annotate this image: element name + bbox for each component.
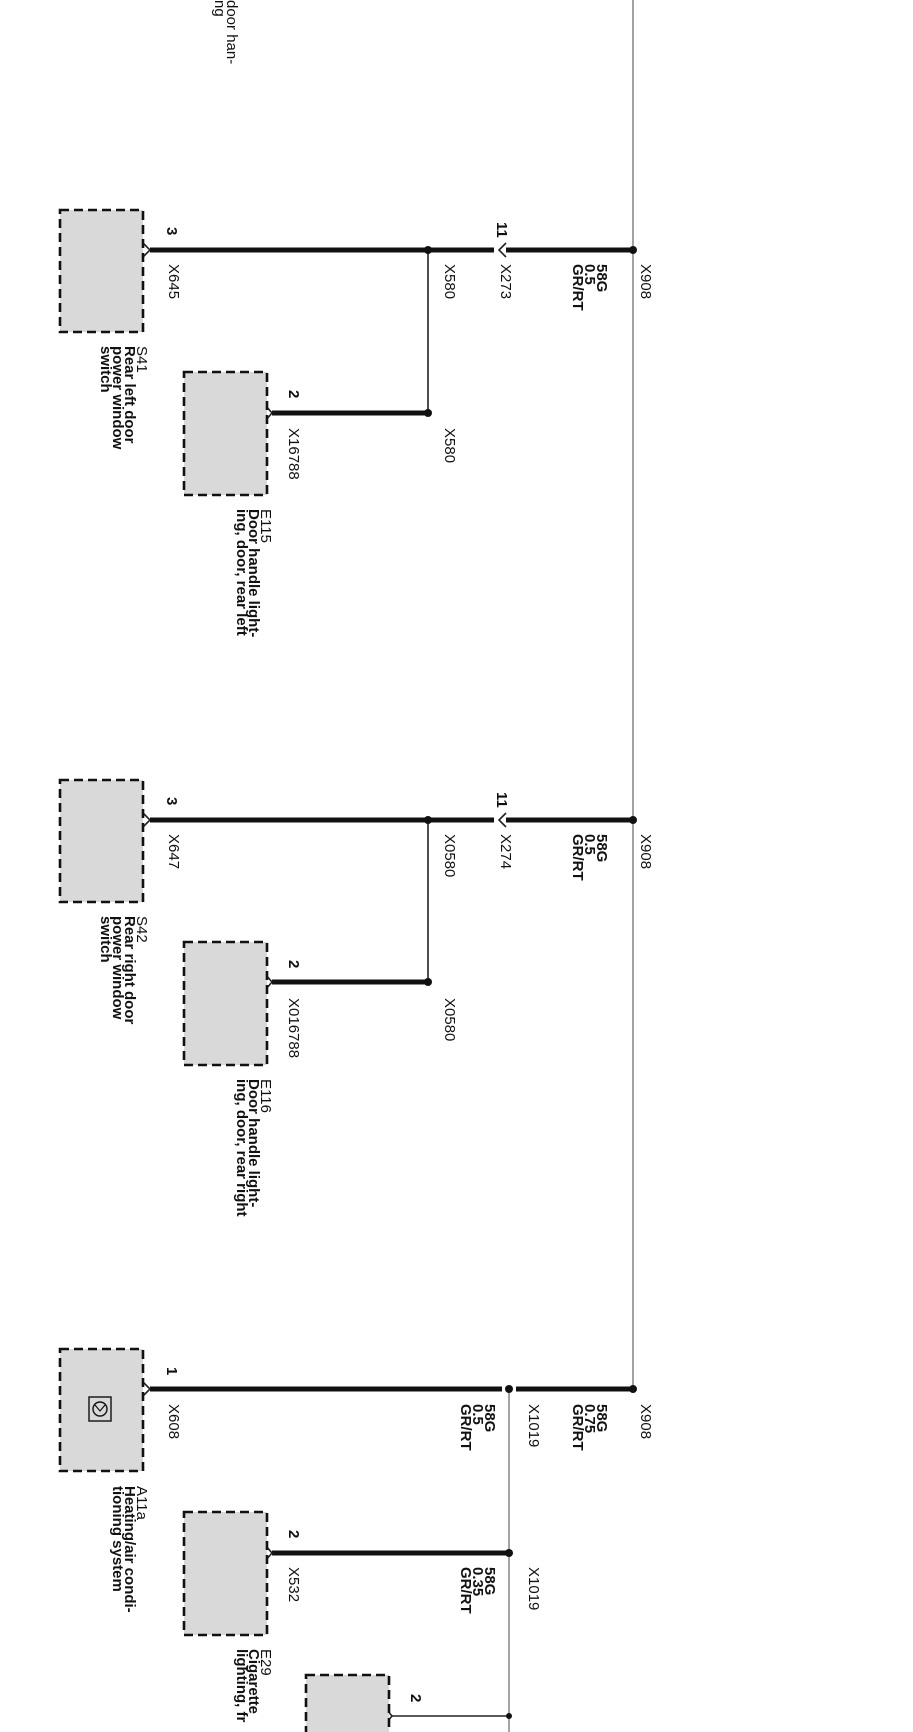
node-x1019-branch: [505, 1549, 513, 1557]
main-connector-label: X647: [165, 834, 182, 869]
connector-x274-symbol: [497, 812, 507, 828]
component-s41-desc-1: Rear left door: [121, 346, 138, 444]
component-s42-id: S42: [133, 916, 150, 943]
bus-connector-label: X908: [637, 264, 654, 299]
branch-splice-label: X1019: [525, 1567, 542, 1610]
bus-connector-label: X908: [637, 1404, 654, 1439]
wire-color-code: 58G: [593, 264, 610, 292]
branch-wire-color-code: 58G: [481, 1567, 498, 1595]
branch-pin: 2: [285, 390, 302, 398]
main-pin: 3: [163, 797, 180, 805]
component-e115-box: [182, 370, 269, 497]
component-s42-desc-3: switch: [97, 916, 114, 963]
splice-label: X1019: [525, 1404, 542, 1447]
connector-x645-symbol: [142, 242, 152, 258]
wire-color: GR/RT: [569, 264, 586, 311]
component-e116-box: [182, 940, 269, 1067]
splice-label: X580: [441, 264, 458, 299]
component-s42-desc-2: power window: [109, 916, 126, 1020]
branch-splice-label: X580: [441, 428, 458, 463]
connector-mid-pin: 11: [493, 222, 510, 238]
node-x908: [629, 1385, 637, 1393]
wire2-color: GR/RT: [457, 1404, 474, 1451]
connector-x608-symbol: [142, 1381, 152, 1397]
branch-pin: 2: [285, 960, 302, 968]
component-e29-id: E29: [257, 1649, 274, 1676]
partial-node: [506, 1713, 512, 1719]
wire2-color-code: 58G: [481, 1404, 498, 1432]
node-x0580-branch: [424, 978, 432, 986]
branch-connector-label: X532: [285, 1567, 302, 1602]
bus-connector-label: X908: [637, 834, 654, 869]
connector-mid-pin: 11: [493, 792, 510, 808]
circuit-group-s41: X908 58G 0.5 GR/RT X273 11 X580 X580 X64…: [58, 208, 654, 637]
component-e29-desc-2: lighting, fr: [233, 1649, 250, 1722]
partial-component-box: [304, 1673, 391, 1732]
circuit-group-s42: X908 58G 0.5 GR/RT X274 11 X0580 X0580 X…: [58, 778, 654, 1217]
wire-size: 0.5: [581, 264, 598, 285]
component-s42-desc-1: Rear right door: [121, 916, 138, 1025]
component-e115-desc-2: ing, door, rear left: [233, 509, 250, 636]
node-x908: [629, 816, 637, 824]
component-e29-desc-1: Cigarette: [245, 1649, 262, 1714]
component-e116-desc-1: Door handle light-: [245, 1079, 262, 1207]
component-e116-desc-2: ing, door, rear right: [233, 1079, 250, 1217]
branch-pin: 2: [285, 1530, 302, 1538]
component-e29-box: [182, 1510, 269, 1637]
wire-color-code: 58G: [593, 834, 610, 862]
component-s41-desc-2: power window: [109, 346, 126, 450]
wire-size: 0.75: [581, 1404, 598, 1433]
branch-splice-label: X0580: [441, 998, 458, 1041]
branch-connector-label: X016788: [285, 998, 302, 1058]
component-a11a-desc-1: Heating/air condi-: [121, 1486, 138, 1613]
wire-color-code: 58G: [593, 1404, 610, 1432]
main-pin: 1: [163, 1367, 180, 1375]
partial-component-bottom: 2: [304, 1673, 512, 1732]
component-e115-desc-1: Door handle light-: [245, 509, 262, 637]
branch-wire-size: 0.35: [469, 1567, 486, 1596]
node-splice-x0580: [424, 816, 432, 824]
connector-mid-label: X274: [497, 834, 514, 869]
wire2-size: 0.5: [469, 1404, 486, 1425]
wire-size: 0.5: [581, 834, 598, 855]
circuit-group-a11a: X908 58G 0.75 GR/RT X1019 58G 0.5 GR/RT …: [58, 1347, 654, 1722]
component-e116-id: E116: [257, 1079, 274, 1113]
main-connector-label: X645: [165, 264, 182, 299]
component-a11a-symbol-icon: [88, 1396, 112, 1422]
branch-connector-label: X16788: [285, 428, 302, 480]
connector-x647-symbol: [142, 812, 152, 828]
main-connector-label: X608: [165, 1404, 182, 1439]
top-label-line-1: door han-: [223, 0, 240, 64]
component-s41-id: S41: [133, 346, 150, 373]
wire-color: GR/RT: [569, 834, 586, 881]
node-splice-x580: [424, 246, 432, 254]
main-pin: 3: [163, 227, 180, 235]
node-x908: [629, 246, 637, 254]
splice-label: X0580: [441, 834, 458, 877]
wire-color: GR/RT: [569, 1404, 586, 1451]
component-s42-box: [58, 778, 145, 904]
node-x1019: [505, 1385, 513, 1393]
branch-wire-color: GR/RT: [457, 1567, 474, 1614]
connector-x273-symbol: [497, 242, 507, 258]
component-s41-desc-3: switch: [97, 346, 114, 393]
partial-pin: 2: [407, 1694, 424, 1702]
connector-mid-label: X273: [497, 264, 514, 299]
component-s41-box: [58, 208, 145, 334]
node-x580-branch: [424, 409, 432, 417]
component-a11a-id: A11a: [133, 1486, 150, 1521]
component-a11a-desc-2: tioning system: [109, 1486, 126, 1592]
top-label-line-2: ng: [211, 0, 228, 17]
component-e115-id: E115: [257, 509, 274, 543]
